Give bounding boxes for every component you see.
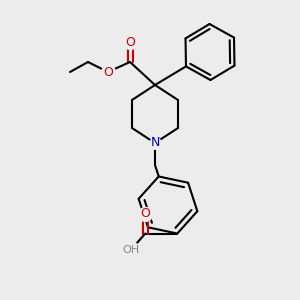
Text: O: O [125, 35, 135, 49]
Text: N: N [150, 136, 160, 149]
Text: N: N [150, 136, 160, 149]
Text: O: O [103, 65, 113, 79]
Text: N: N [150, 136, 160, 149]
Text: OH: OH [123, 244, 140, 254]
Text: O: O [140, 207, 150, 220]
